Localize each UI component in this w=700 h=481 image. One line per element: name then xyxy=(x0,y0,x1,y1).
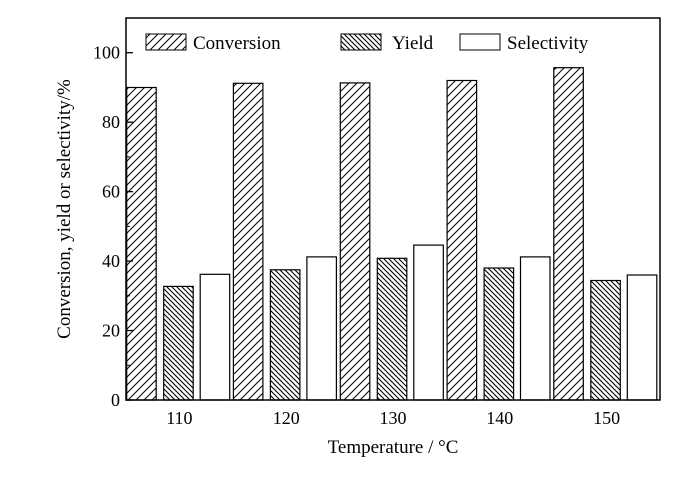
bar-selectivity-120 xyxy=(306,256,337,401)
legend-label-selectivity: Selectivity xyxy=(507,33,589,54)
plot-frame xyxy=(125,17,661,401)
bar-conversion-150 xyxy=(553,67,584,401)
x-tick-label-130: 130 xyxy=(380,408,407,428)
bar-selectivity-110 xyxy=(199,273,231,401)
y-tick-label-0: 0 xyxy=(111,390,120,410)
y-tick-label-80: 80 xyxy=(102,112,120,132)
x-axis: 110 120 130 140 150 xyxy=(166,408,620,428)
bar-selectivity-130 xyxy=(413,244,444,401)
legend-swatch-yield xyxy=(340,33,382,51)
bars xyxy=(126,67,658,401)
bar-selectivity-140 xyxy=(519,256,551,401)
bar-conversion-130 xyxy=(339,82,371,401)
bar-conversion-110 xyxy=(126,86,157,401)
legend-label-conversion: Conversion xyxy=(193,33,281,54)
bar-yield-140 xyxy=(483,267,515,401)
bar-yield-150 xyxy=(590,279,621,401)
y-tick-label-40: 40 xyxy=(102,251,120,271)
y-tick-label-20: 20 xyxy=(102,321,120,341)
legend: Conversion Yield Selectivity xyxy=(145,33,589,54)
bar-conversion-120 xyxy=(232,82,264,401)
y-axis-title: Conversion, yield or selectivity/% xyxy=(54,79,75,339)
y-tick-label-100: 100 xyxy=(93,43,120,63)
x-tick-label-120: 120 xyxy=(273,408,300,428)
x-axis-title: Temperature / °C xyxy=(328,437,459,458)
bar-yield-120 xyxy=(269,269,301,401)
bar-yield-130 xyxy=(376,257,408,401)
x-tick-label-140: 140 xyxy=(486,408,513,428)
legend-swatch-conversion xyxy=(145,33,187,51)
bar-selectivity-150 xyxy=(626,274,658,401)
y-axis: 0 20 40 60 80 100 xyxy=(93,43,133,410)
bar-yield-110 xyxy=(163,285,194,401)
y-tick-label-60: 60 xyxy=(102,182,120,202)
legend-label-yield: Yield xyxy=(392,33,434,54)
x-tick-label-110: 110 xyxy=(166,408,192,428)
bar-conversion-140 xyxy=(446,79,478,401)
x-tick-label-150: 150 xyxy=(593,408,620,428)
legend-swatch-selectivity xyxy=(459,33,501,51)
